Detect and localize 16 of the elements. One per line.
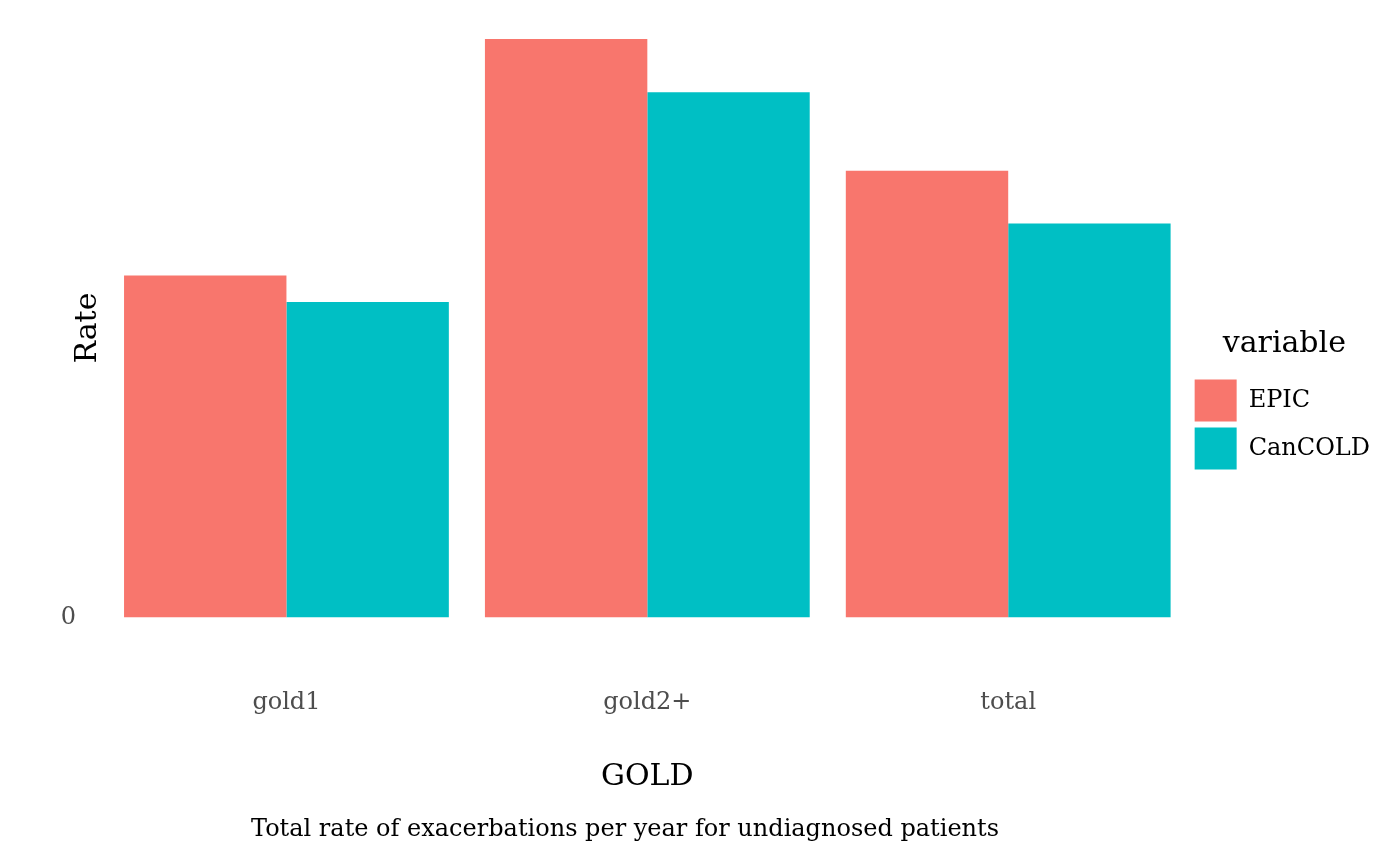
bar <box>845 170 1009 618</box>
x-tick-label: gold2+ <box>603 686 692 715</box>
text: 0 <box>60 601 76 630</box>
legend-title: variable <box>1221 324 1346 360</box>
text: Total rate of exacerbations per year for undiagnosed patients <box>250 814 1000 843</box>
y-axis-title: Rate <box>67 292 103 364</box>
x-tick-label: gold1 <box>252 686 321 715</box>
legend-label: CanCOLD <box>1248 432 1371 461</box>
x-axis-title: GOLD <box>601 756 694 792</box>
bar <box>124 275 287 618</box>
bar <box>1008 223 1171 618</box>
bar <box>484 38 648 618</box>
x-tick-label: total <box>980 686 1037 715</box>
legend-label: EPIC <box>1248 384 1311 413</box>
bar <box>286 302 449 618</box>
bar <box>647 92 810 618</box>
